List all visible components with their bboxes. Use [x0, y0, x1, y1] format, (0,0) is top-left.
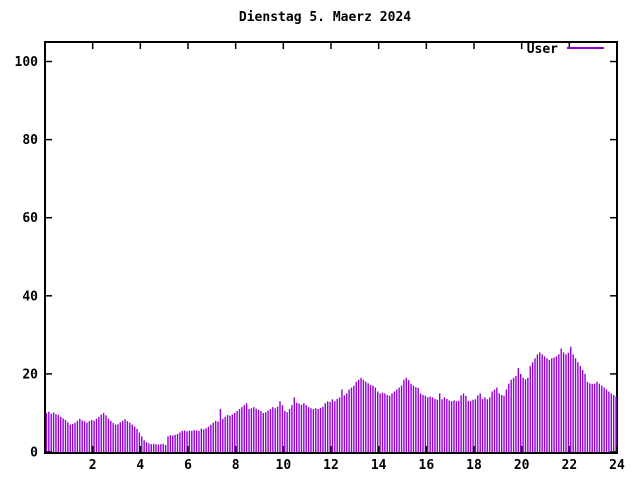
x-axis-labels: 2 4 6 8 10 12 14 16 18 20 22 24 [89, 458, 625, 473]
y-tick-label: 20 [22, 367, 38, 382]
y-tick-label: 40 [22, 289, 38, 304]
x-tick-label: 14 [371, 458, 387, 473]
x-tick-label: 10 [276, 458, 292, 473]
x-tick-label: 12 [323, 458, 339, 473]
x-tick-label: 18 [466, 458, 482, 473]
chart-title: Dienstag 5. Maerz 2024 [239, 10, 411, 25]
x-tick-label: 24 [609, 458, 625, 473]
x-tick-label: 4 [136, 458, 144, 473]
x-tick-label: 22 [562, 458, 578, 473]
y-tick-label: 0 [30, 446, 38, 461]
plot-border [44, 41, 618, 454]
legend: User [527, 42, 604, 57]
y-tick-label: 80 [22, 133, 38, 148]
x-tick-label: 2 [89, 458, 97, 473]
axis-ticks [45, 42, 618, 453]
legend-label: User [527, 42, 558, 57]
x-tick-label: 20 [514, 458, 530, 473]
x-tick-label: 8 [232, 458, 240, 473]
y-tick-label: 60 [22, 211, 38, 226]
bars-series-user [45, 346, 617, 452]
y-axis-labels: 0 20 40 60 80 100 [15, 55, 39, 460]
x-tick-label: 16 [419, 458, 435, 473]
x-tick-label: 6 [184, 458, 192, 473]
y-tick-label: 100 [15, 55, 39, 70]
